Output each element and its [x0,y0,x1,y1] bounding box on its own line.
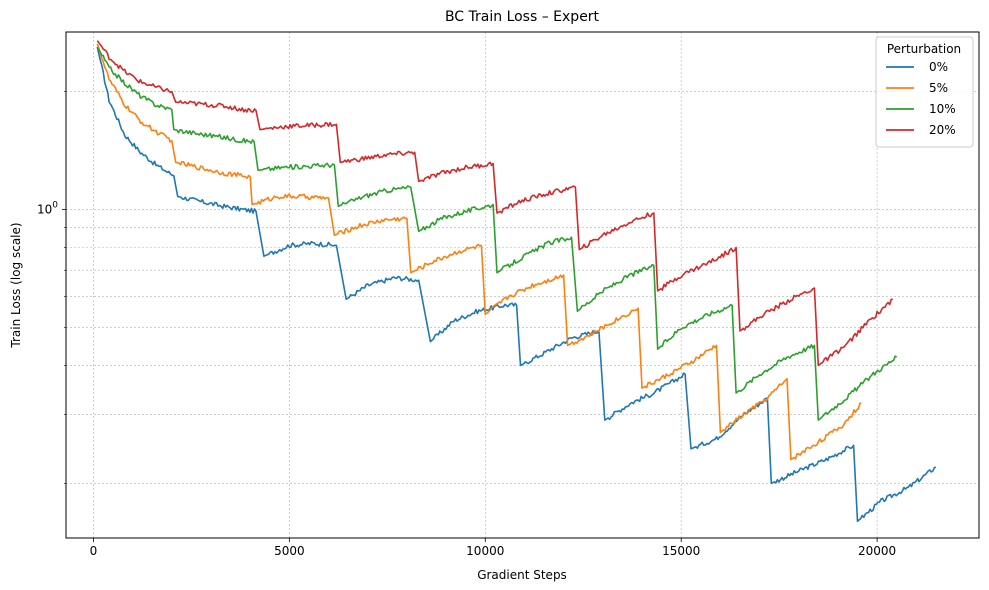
x-tick-label: 0 [90,544,98,558]
legend-label: 20% [929,123,956,137]
series-5pct [96,43,862,461]
series-10pct [96,46,898,421]
x-tick-label: 15000 [662,544,700,558]
series-line [96,46,898,421]
x-tick-label: 20000 [858,544,896,558]
series-0pct [96,46,937,523]
y-axis-title: Train Loss (log scale) [9,222,23,348]
chart-title: BC Train Loss – Expert [445,9,600,25]
plot-frame [65,31,980,539]
series-20pct [96,40,893,367]
legend-label: 10% [929,102,956,116]
legend-title: Perturbation [887,42,961,56]
x-tick-label: 5000 [274,544,305,558]
legend-label: 5% [929,81,948,95]
legend-label: 0% [929,60,948,74]
legend-box [875,36,974,148]
tick-layer: 0 5000 10000 15000 20000 100 [37,91,896,558]
legend: Perturbation 0% 5% 10% 20% [875,36,974,148]
series-line [96,43,862,461]
x-axis-title: Gradient Steps [477,568,567,582]
series-line [96,40,893,367]
grid-layer [66,32,979,538]
series-layer [96,40,937,523]
y-tick-label: 100 [37,201,58,217]
series-line [96,46,937,523]
x-tick-label: 10000 [466,544,504,558]
